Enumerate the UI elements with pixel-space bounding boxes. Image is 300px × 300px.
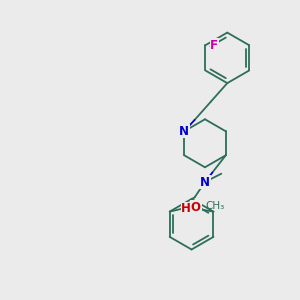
Text: N: N — [200, 176, 210, 188]
Text: CH₃: CH₃ — [206, 201, 225, 211]
Text: F: F — [210, 39, 218, 52]
Text: O: O — [190, 201, 200, 214]
Text: HO: HO — [181, 202, 201, 215]
Text: N: N — [179, 125, 189, 138]
